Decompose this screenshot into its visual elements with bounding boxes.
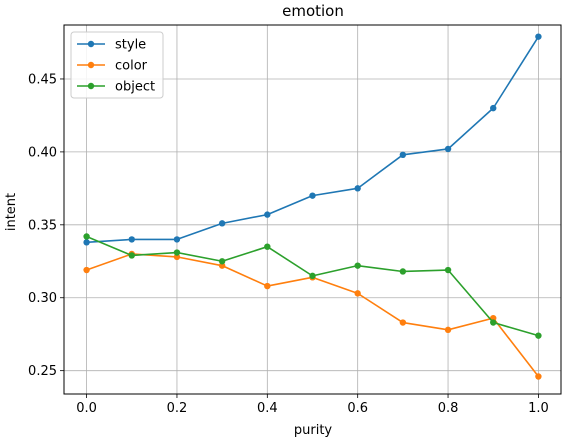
data-point-color (444, 326, 452, 334)
series-line-color (86, 253, 540, 377)
legend-marker (87, 61, 95, 69)
legend-marker (87, 82, 95, 90)
series-object (83, 233, 542, 339)
data-point-style (490, 104, 497, 112)
series-line-object (86, 235, 539, 337)
data-point-color (535, 373, 542, 380)
chart-title: emotion (282, 2, 344, 20)
data-point-style (309, 192, 316, 199)
data-point-object (83, 233, 90, 240)
series-group (83, 33, 542, 380)
data-point-object (173, 249, 181, 256)
y-axis-label: intent (4, 193, 19, 231)
data-point-object (264, 243, 271, 250)
y-tick-label: 0.40 (28, 145, 57, 160)
legend-box (70, 31, 164, 99)
data-point-object (128, 252, 135, 259)
data-point-object (444, 266, 452, 274)
data-point-color (264, 282, 271, 290)
data-point-style (444, 145, 452, 153)
data-point-style (399, 151, 407, 159)
data-point-color (218, 262, 226, 269)
x-tick-label: 0.0 (76, 401, 97, 416)
data-point-object (218, 258, 226, 265)
legend-item-object: object (77, 80, 155, 95)
x-tick-label: 0.8 (438, 401, 459, 416)
data-point-style (128, 236, 135, 243)
y-tick-label: 0.25 (28, 364, 57, 379)
y-tick-label: 0.35 (28, 218, 57, 233)
x-axis-label: purity (294, 423, 333, 438)
legend-label: object (115, 80, 155, 95)
legend-label: style (115, 38, 146, 53)
plot-frame (63, 24, 562, 395)
data-point-style (173, 236, 181, 243)
series-style (83, 33, 542, 246)
data-point-color (354, 290, 361, 297)
y-axis: 0.25 0.30 0.35 0.40 0.45 (28, 72, 64, 379)
data-point-style (218, 220, 226, 227)
y-tick-label: 0.45 (28, 72, 57, 87)
data-point-color (399, 319, 407, 326)
data-point-color (83, 266, 90, 274)
legend: style color object (70, 31, 164, 99)
legend-label: color (115, 59, 148, 74)
data-point-object (354, 262, 361, 269)
data-point-object (535, 332, 542, 339)
data-point-style (83, 239, 90, 246)
data-point-object (490, 319, 497, 326)
x-tick-label: 0.6 (347, 401, 368, 416)
data-point-color (173, 253, 181, 261)
data-point-object (309, 272, 316, 280)
x-tick-label: 1.0 (528, 401, 549, 416)
data-point-style (535, 33, 542, 40)
data-point-style (264, 211, 271, 218)
y-tick-label: 0.30 (28, 291, 57, 306)
legend-item-style: style (77, 38, 146, 53)
x-tick-label: 0.4 (257, 401, 278, 416)
legend-item-color: color (77, 59, 148, 74)
x-tick-label: 0.2 (167, 401, 188, 416)
data-point-object (399, 268, 407, 275)
data-point-style (354, 185, 361, 192)
series-color (83, 250, 542, 380)
x-axis: 0.0 0.2 0.4 0.6 0.8 1.0 (76, 394, 549, 416)
legend-marker (87, 40, 95, 48)
